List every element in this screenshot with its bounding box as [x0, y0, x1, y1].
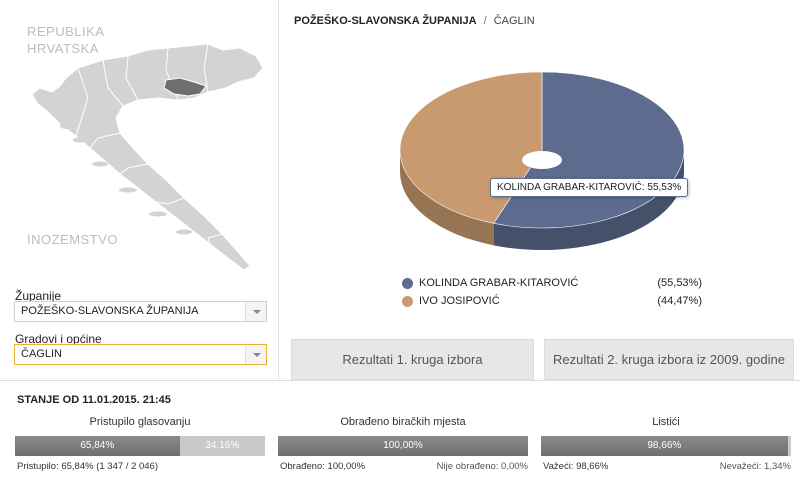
processed-title: Obrađeno biračkih mjesta [340, 416, 466, 428]
ballots-footer-right: Nevažeći: 1,34% [719, 461, 791, 472]
legend-dot [402, 278, 413, 289]
map-abroad-label[interactable]: INOZEMSTVO [27, 232, 118, 247]
pie-slice-side[interactable] [493, 150, 684, 250]
processed-bar: 100,00% [278, 436, 528, 456]
chevron-down-icon[interactable] [245, 302, 266, 321]
ballots-stat: Listići 98,66% Važeći: 98,66% Nevažeći: … [541, 416, 791, 475]
city-select-value: ČAGLIN [21, 348, 62, 360]
processed-footer-right: Nije obrađeno: 0,00% [436, 461, 528, 472]
city-select[interactable]: ČAGLIN [14, 344, 267, 365]
turnout-footer-left: Pristupilo: 65,84% (1 347 / 2 046) [17, 461, 159, 472]
city-select-label: Gradovi i općine [15, 332, 102, 346]
processed-footer-left: Obrađeno: 100,00% [280, 461, 366, 472]
county-select-label: Županije [15, 289, 62, 303]
legend-pct: (55,53%) [657, 277, 702, 289]
left-panel: REPUBLIKA HRVATSKA INOZEMSTVO Županije P… [0, 0, 279, 380]
turnout-title: Pristupilo glasovanju [89, 416, 191, 428]
map-region-selected-county[interactable] [163, 77, 207, 97]
chart-legend: KOLINDA GRABAR-KITAROVIĆ (55,53%) IVO JO… [402, 276, 702, 312]
breadcrumb: POŽEŠKO-SLAVONSKA ŽUPANIJA / ČAGLIN [294, 15, 535, 27]
pie-center-hole [522, 151, 562, 169]
results-panel: POŽEŠKO-SLAVONSKA ŽUPANIJA / ČAGLIN KOLI… [280, 0, 800, 380]
legend-name: KOLINDA GRABAR-KITAROVIĆ [419, 277, 579, 289]
ballots-bar-label: 98,66% [647, 440, 682, 451]
processed-stat: Obrađeno biračkih mjesta 100,00% Obrađen… [278, 416, 528, 475]
legend-dot [402, 296, 413, 307]
map-country-label-2: HRVATSKA [27, 41, 99, 56]
status-section: STANJE OD 11.01.2015. 21:45 Pristupilo g… [0, 380, 800, 483]
legend-pct: (44,47%) [657, 295, 702, 307]
processed-bar-fill [278, 436, 528, 456]
chevron-down-icon[interactable] [245, 345, 266, 364]
ballots-bar-fill [541, 436, 788, 456]
turnout-bar-rest-label: 34,16% [205, 440, 240, 451]
legend-item[interactable]: IVO JOSIPOVIĆ (44,47%) [402, 294, 702, 312]
county-select-value: POŽEŠKO-SLAVONSKA ŽUPANIJA [21, 305, 199, 317]
turnout-stat: Pristupilo glasovanju 65,84% 34,16% Pris… [15, 416, 265, 475]
map-country-label-1: REPUBLIKA [27, 24, 105, 39]
pie-chart[interactable] [280, 0, 800, 270]
legend-name: IVO JOSIPOVIĆ [419, 295, 500, 307]
turnout-bar-label: 65,84% [80, 440, 115, 451]
turnout-bar-fill [15, 436, 180, 456]
status-title: STANJE OD 11.01.2015. 21:45 [17, 394, 171, 406]
county-select[interactable]: POŽEŠKO-SLAVONSKA ŽUPANIJA [14, 301, 267, 322]
ballots-title: Listići [652, 416, 680, 428]
tab-round-1-results[interactable]: Rezultati 1. kruga izbora [291, 339, 534, 380]
chart-tooltip: KOLINDA GRABAR-KITAROVIĆ: 55,53% [490, 178, 689, 197]
processed-bar-label: 100,00% [383, 440, 423, 451]
breadcrumb-separator: / [483, 15, 487, 27]
breadcrumb-county[interactable]: POŽEŠKO-SLAVONSKA ŽUPANIJA [294, 15, 477, 27]
tab-round-2-2009-results[interactable]: Rezultati 2. kruga izbora iz 2009. godin… [544, 339, 794, 380]
turnout-bar: 65,84% 34,16% [15, 436, 265, 456]
pie-slice-side[interactable] [400, 150, 494, 246]
legend-item[interactable]: KOLINDA GRABAR-KITAROVIĆ (55,53%) [402, 276, 702, 294]
breadcrumb-city: ČAGLIN [493, 15, 535, 27]
croatia-map[interactable]: REPUBLIKA HRVATSKA INOZEMSTVO [8, 8, 270, 278]
ballots-bar: 98,66% [541, 436, 791, 456]
croatia-map-svg[interactable] [8, 8, 270, 278]
ballots-footer-left: Važeći: 98,66% [543, 461, 609, 472]
